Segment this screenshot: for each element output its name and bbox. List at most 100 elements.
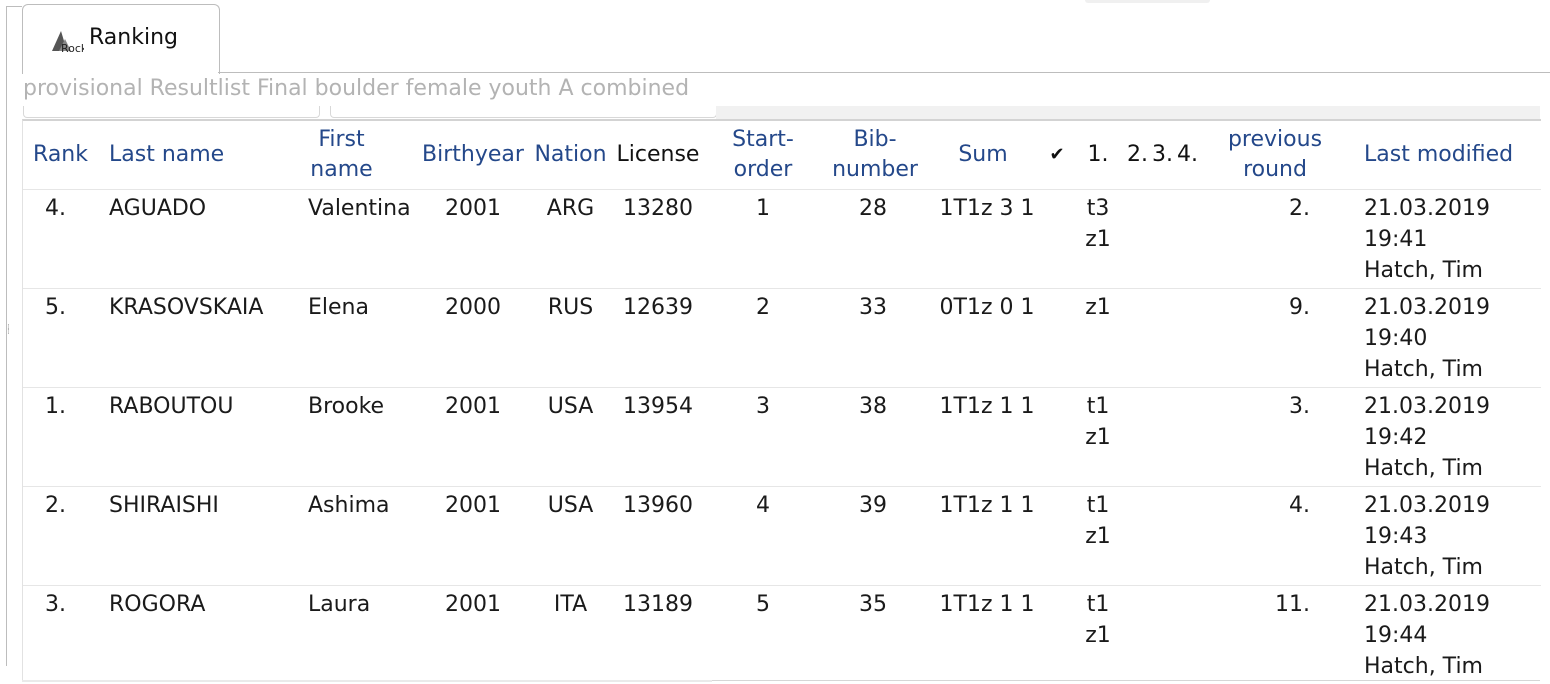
cell-boulder-4 xyxy=(1175,585,1200,684)
left-pane-border-top xyxy=(6,6,22,7)
ranking-grid: Rank Last name First name Birthyear Nati… xyxy=(22,119,1541,684)
cell-boulder-1: z1 xyxy=(1071,288,1125,388)
cell-birthyear: 2001 xyxy=(418,189,528,289)
column-header-boulder-1[interactable]: 1. xyxy=(1087,142,1109,167)
tab-ranking[interactable]: Rock Ranking xyxy=(22,4,220,74)
cell-check xyxy=(1043,486,1071,586)
cell-previous-round: 4. xyxy=(1200,486,1350,586)
cell-boulder-3 xyxy=(1150,387,1175,487)
column-header-bib-number[interactable]: Bib-number xyxy=(832,127,918,182)
cell-previous-round: 3. xyxy=(1200,387,1350,487)
table-row[interactable]: 4. AGUADO Valentina 2001 ARG 13280 1 28 … xyxy=(23,189,1541,289)
table-row[interactable]: 5. KRASOVSKAIA Elena 2000 RUS 12639 2 33… xyxy=(23,288,1541,388)
cell-boulder-3 xyxy=(1150,189,1175,289)
cell-first-name: Laura xyxy=(298,585,418,684)
cell-last-modified: 21.03.2019 19:40 Hatch, Tim xyxy=(1350,288,1541,388)
column-header-start-order[interactable]: Start-order xyxy=(732,127,794,182)
modified-by: Hatch, Tim xyxy=(1364,357,1483,382)
cell-birthyear: 2001 xyxy=(418,486,528,586)
cell-sum: 1T1z 1 1 xyxy=(923,486,1043,586)
cell-rank: 1. xyxy=(23,387,98,487)
cell-boulder-4 xyxy=(1175,387,1200,487)
cell-first-name: Brooke xyxy=(298,387,418,487)
column-header-license[interactable]: License xyxy=(616,142,700,167)
cell-previous-round: 9. xyxy=(1200,288,1350,388)
cell-sum: 1T1z 1 1 xyxy=(923,387,1043,487)
column-header-check[interactable]: ✔ xyxy=(1049,144,1065,165)
table-row[interactable]: 3. ROGORA Laura 2001 ITA 13189 5 35 1T1z… xyxy=(23,585,1541,684)
cell-first-name: Ashima xyxy=(298,486,418,586)
column-header-sum[interactable]: Sum xyxy=(958,142,1008,167)
cell-rank: 4. xyxy=(23,189,98,289)
cell-nation: USA xyxy=(528,486,613,586)
column-header-boulder-2[interactable]: 2. xyxy=(1127,142,1148,167)
toolbar-segment-middle xyxy=(330,106,717,118)
cell-birthyear: 2000 xyxy=(418,288,528,388)
cell-license: 13954 xyxy=(613,387,703,487)
cell-last-name: SHIRAISHI xyxy=(98,486,298,586)
cell-boulder-2 xyxy=(1125,387,1150,487)
cell-boulder-3 xyxy=(1150,585,1175,684)
column-header-rank[interactable]: Rank xyxy=(33,142,88,167)
cell-previous-round: 2. xyxy=(1200,189,1350,289)
modified-date: 21.03.2019 xyxy=(1364,493,1490,518)
cell-last-name: AGUADO xyxy=(98,189,298,289)
cell-boulder-2 xyxy=(1125,486,1150,586)
modified-date: 21.03.2019 xyxy=(1364,295,1490,320)
column-header-birthyear[interactable]: Birthyear xyxy=(422,142,524,167)
modified-time: 19:40 xyxy=(1364,326,1428,351)
cell-start-order: 4 xyxy=(703,486,823,586)
cell-boulder-3 xyxy=(1150,486,1175,586)
cell-sum: 1T1z 3 1 xyxy=(923,189,1043,289)
cell-license: 13280 xyxy=(613,189,703,289)
modified-by: Hatch, Tim xyxy=(1364,555,1483,580)
cell-last-modified: 21.03.2019 19:41 Hatch, Tim xyxy=(1350,189,1541,289)
cell-start-order: 5 xyxy=(703,585,823,684)
modified-time: 19:44 xyxy=(1364,623,1428,648)
column-header-first-name[interactable]: First name xyxy=(310,127,373,182)
cell-rank: 3. xyxy=(23,585,98,684)
cell-check xyxy=(1043,189,1071,289)
cell-bib-number: 35 xyxy=(823,585,923,684)
cell-last-modified: 21.03.2019 19:43 Hatch, Tim xyxy=(1350,486,1541,586)
column-header-last-name[interactable]: Last name xyxy=(109,142,225,167)
column-header-nation[interactable]: Nation xyxy=(534,142,607,167)
cell-check xyxy=(1043,288,1071,388)
modified-by: Hatch, Tim xyxy=(1364,258,1483,283)
cell-bib-number: 33 xyxy=(823,288,923,388)
cell-last-modified: 21.03.2019 19:44 Hatch, Tim xyxy=(1350,585,1541,684)
modified-date: 21.03.2019 xyxy=(1364,196,1490,221)
cell-license: 13189 xyxy=(613,585,703,684)
table-row[interactable]: 2. SHIRAISHI Ashima 2001 USA 13960 4 39 … xyxy=(23,486,1541,586)
cell-nation: USA xyxy=(528,387,613,487)
cell-boulder-4 xyxy=(1175,486,1200,586)
resize-grip-icon[interactable]: ⁞ ⁞ xyxy=(7,323,11,337)
cell-last-name: RABOUTOU xyxy=(98,387,298,487)
cell-birthyear: 2001 xyxy=(418,387,528,487)
cell-bib-number: 39 xyxy=(823,486,923,586)
column-header-last-modified[interactable]: Last modified xyxy=(1364,142,1514,167)
cell-last-name: ROGORA xyxy=(98,585,298,684)
column-header-boulder-3[interactable]: 3. xyxy=(1152,142,1173,167)
cell-bib-number: 28 xyxy=(823,189,923,289)
modified-by: Hatch, Tim xyxy=(1364,456,1483,481)
modified-time: 19:43 xyxy=(1364,524,1428,549)
cell-nation: ITA xyxy=(528,585,613,684)
left-pane-border xyxy=(6,6,7,666)
cell-rank: 5. xyxy=(23,288,98,388)
column-header-boulder-4[interactable]: 4. xyxy=(1177,142,1198,167)
grid-bottom-border xyxy=(22,680,712,682)
digrock-logo-icon: Rock xyxy=(52,31,84,55)
cell-nation: RUS xyxy=(528,288,613,388)
header-row: Rank Last name First name Birthyear Nati… xyxy=(23,121,1541,190)
cell-birthyear: 2001 xyxy=(418,585,528,684)
cell-boulder-1: t1 z1 xyxy=(1071,486,1125,586)
column-header-previous-round[interactable]: previous round xyxy=(1227,127,1323,182)
cell-boulder-2 xyxy=(1125,189,1150,289)
cell-boulder-2 xyxy=(1125,288,1150,388)
cell-rank: 2. xyxy=(23,486,98,586)
cell-boulder-1: t3 z1 xyxy=(1071,189,1125,289)
cell-sum: 0T1z 0 1 xyxy=(923,288,1043,388)
table-row[interactable]: 1. RABOUTOU Brooke 2001 USA 13954 3 38 1… xyxy=(23,387,1541,487)
cell-boulder-2 xyxy=(1125,585,1150,684)
